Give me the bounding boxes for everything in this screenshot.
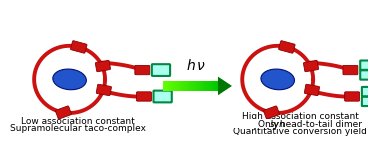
Bar — [178, 81, 180, 91]
FancyBboxPatch shape — [263, 106, 279, 119]
FancyBboxPatch shape — [135, 65, 150, 75]
Bar — [169, 81, 170, 91]
FancyBboxPatch shape — [152, 64, 170, 76]
Bar — [189, 81, 190, 91]
Text: Quantitative conversion yield: Quantitative conversion yield — [233, 127, 367, 136]
Bar — [196, 81, 198, 91]
Bar — [178, 81, 179, 91]
Bar — [214, 81, 216, 91]
Bar — [186, 81, 187, 91]
Bar — [187, 81, 188, 91]
Bar — [197, 81, 198, 91]
Bar — [207, 81, 209, 91]
Bar — [225, 119, 375, 128]
Bar — [166, 81, 167, 91]
FancyBboxPatch shape — [96, 84, 112, 96]
Text: ν: ν — [197, 59, 204, 73]
Bar — [201, 81, 202, 91]
Ellipse shape — [53, 69, 86, 90]
Bar — [212, 81, 213, 91]
Bar — [201, 81, 203, 91]
Bar — [189, 81, 191, 91]
Bar — [193, 81, 195, 91]
Bar — [203, 81, 205, 91]
FancyBboxPatch shape — [153, 91, 172, 102]
Bar — [194, 81, 196, 91]
Bar — [199, 81, 200, 91]
FancyBboxPatch shape — [136, 92, 152, 101]
Bar — [217, 81, 218, 91]
Bar — [215, 81, 217, 91]
Bar — [214, 81, 215, 91]
Bar — [167, 81, 168, 91]
Polygon shape — [218, 77, 232, 95]
Bar — [208, 81, 209, 91]
Bar — [200, 81, 201, 91]
Bar — [209, 81, 211, 91]
Bar — [211, 81, 212, 91]
FancyBboxPatch shape — [304, 84, 319, 96]
Bar — [171, 81, 173, 91]
FancyBboxPatch shape — [360, 60, 378, 70]
Bar — [173, 81, 175, 91]
Bar — [180, 81, 181, 91]
Bar — [177, 81, 178, 91]
Text: High association constant: High association constant — [242, 112, 358, 121]
Bar — [192, 81, 194, 91]
Bar — [164, 81, 166, 91]
Bar — [184, 81, 186, 91]
Bar — [169, 81, 171, 91]
Text: head-to-tail dimer: head-to-tail dimer — [277, 120, 362, 129]
FancyBboxPatch shape — [95, 60, 110, 72]
FancyBboxPatch shape — [343, 65, 358, 75]
Bar — [212, 81, 214, 91]
Bar — [191, 81, 193, 91]
Bar — [191, 81, 192, 91]
Text: Low association constant: Low association constant — [21, 117, 135, 126]
Bar — [204, 81, 206, 91]
FancyBboxPatch shape — [71, 41, 87, 53]
Bar — [176, 81, 177, 91]
Bar — [180, 81, 182, 91]
Bar — [206, 81, 208, 91]
FancyBboxPatch shape — [362, 87, 378, 96]
Text: Only: Only — [258, 120, 282, 129]
FancyBboxPatch shape — [362, 97, 378, 106]
Bar — [216, 81, 218, 91]
Bar — [172, 81, 174, 91]
Text: Only syn head-to-tail dimer: Only syn head-to-tail dimer — [238, 120, 362, 129]
Bar — [185, 81, 187, 91]
Bar — [167, 81, 169, 91]
Bar — [202, 81, 204, 91]
Bar — [165, 81, 166, 91]
Bar — [188, 81, 189, 91]
FancyBboxPatch shape — [279, 41, 295, 53]
Bar — [163, 81, 164, 91]
Bar — [175, 81, 177, 91]
Text: Supramolecular taco-complex: Supramolecular taco-complex — [10, 124, 146, 133]
Text: syn: syn — [270, 120, 286, 129]
FancyBboxPatch shape — [345, 92, 359, 101]
Bar — [198, 81, 200, 91]
Bar — [170, 81, 172, 91]
Bar — [181, 81, 183, 91]
Bar — [195, 81, 197, 91]
Bar — [210, 81, 211, 91]
Bar — [182, 81, 184, 91]
FancyBboxPatch shape — [304, 60, 319, 72]
FancyBboxPatch shape — [360, 70, 378, 80]
Bar — [205, 81, 207, 91]
FancyBboxPatch shape — [56, 106, 71, 119]
Ellipse shape — [261, 69, 294, 90]
Text: h: h — [187, 59, 195, 73]
Bar — [174, 81, 175, 91]
Bar — [183, 81, 185, 91]
